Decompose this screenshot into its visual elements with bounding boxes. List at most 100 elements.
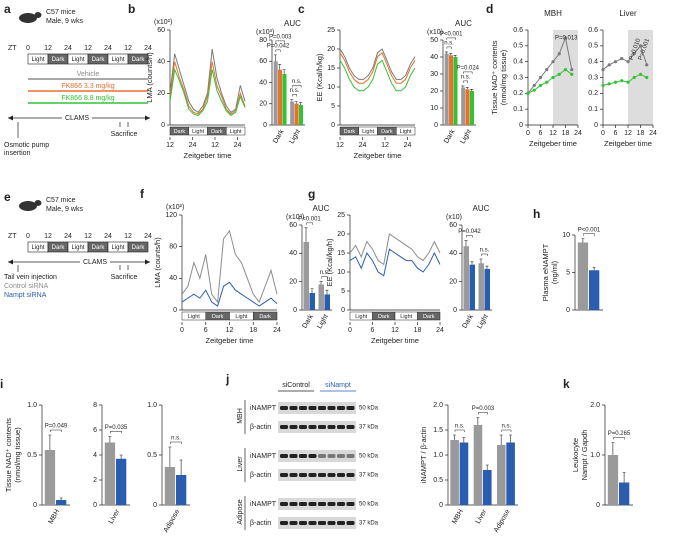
x-tick-label: 24: [404, 142, 412, 149]
phase-label: Dark: [92, 57, 106, 63]
x-tick-label: 0: [348, 327, 352, 334]
series-point: [526, 91, 530, 95]
series-point: [532, 83, 536, 88]
y-axis-label: (nmol/mg tissue): [13, 427, 22, 483]
x-tick-label: Adipose: [493, 508, 512, 533]
y-unit: (x10³): [286, 214, 304, 221]
error-bar: [294, 101, 298, 104]
series-point: [620, 79, 624, 83]
y-tick-label: 0: [341, 307, 345, 314]
size-label: 50 kDa: [359, 502, 379, 508]
p-value: P=0.024: [456, 65, 479, 71]
blot-band: [346, 425, 355, 429]
bar: [484, 268, 491, 310]
blot-band: [308, 473, 317, 477]
size-label: 37 kDa: [359, 473, 379, 479]
y-tick-label: 0: [93, 502, 97, 509]
blot-band: [308, 406, 317, 410]
x-tick-label: Light: [288, 128, 302, 145]
chart-title: AUC: [284, 19, 301, 28]
error-bar: [168, 446, 172, 467]
bracket: [463, 71, 473, 74]
y-tick-label: 10: [337, 269, 345, 276]
y-axis-label: EE (Kcal/kg/h): [325, 238, 334, 286]
bracket: [446, 37, 456, 40]
error-bar: [485, 464, 489, 470]
x-tick-label: Dark: [301, 313, 315, 330]
series-point: [638, 44, 643, 48]
phase-label: Dark: [381, 129, 393, 135]
x-tick-label: 18: [637, 130, 645, 137]
error-bar: [479, 258, 483, 264]
blot-band: [289, 425, 298, 429]
y-tick-label: 40: [259, 79, 267, 86]
y-tick-label: 2.0: [433, 402, 443, 409]
series-point: [545, 80, 549, 84]
series-point: [570, 67, 574, 72]
tissue-label: Adipose: [237, 499, 244, 524]
clams-label: CLAMS: [83, 259, 107, 266]
group-label: Vehicle: [77, 71, 100, 78]
series-point: [551, 75, 555, 80]
blot-band: [308, 454, 317, 458]
phase-label: Dark: [423, 314, 435, 320]
group-label: FK866 3.3 mg/kg: [61, 83, 114, 90]
hour-label: 24: [104, 45, 112, 52]
start-label: Tail vein injection: [4, 274, 57, 281]
series-point: [613, 60, 618, 64]
bracket: [170, 441, 182, 444]
hour-label: 24: [144, 233, 152, 240]
cohort-text: Male, 9 wks: [46, 206, 83, 213]
hour-label: 12: [44, 45, 52, 52]
group-label: FK866 8.8 mg/kg: [61, 95, 114, 102]
panel-letter: g: [308, 187, 315, 201]
lane-group: siControl: [282, 382, 310, 389]
y-tick-label: 0.4: [513, 59, 523, 66]
series-line: [349, 248, 441, 277]
phase-label: Light: [400, 314, 412, 320]
series-point: [626, 80, 630, 84]
bar: [453, 57, 458, 125]
p-value: P=0.013: [555, 36, 578, 42]
error-bar: [509, 434, 512, 443]
y-tick-label: 0.6: [588, 27, 598, 34]
start-label: Osmotic pump: [4, 142, 49, 149]
series-line: [169, 61, 246, 115]
phase-cell: [226, 126, 246, 136]
x-tick-label: 12: [336, 142, 344, 149]
bar: [324, 294, 331, 310]
blot-band: [346, 454, 355, 458]
y-tick-label: 0.3: [513, 74, 523, 81]
blot-band: [337, 473, 345, 477]
y-axis-label: Nampt / Gapdh: [580, 430, 589, 481]
chart-title: AUC: [313, 204, 330, 213]
chart-title: AUC: [473, 204, 490, 213]
row-label: β-actin: [250, 472, 271, 479]
row-label: β-actin: [250, 520, 271, 527]
arrow-head: [145, 115, 150, 121]
cohort-text: Male, 9 wks: [46, 18, 83, 25]
mouse-icon: [19, 13, 37, 23]
bar: [294, 103, 299, 125]
blot-band: [327, 425, 336, 429]
blot-strip: [278, 402, 356, 414]
error-bar: [581, 238, 585, 243]
bar: [116, 458, 127, 505]
phase-label: Dark: [52, 57, 66, 63]
phase-label: Light: [362, 129, 374, 135]
hour-label: 0: [26, 233, 30, 240]
y-unit: (x10²): [154, 19, 172, 26]
phase-label: Light: [355, 314, 367, 320]
p-value: n.s.: [171, 436, 181, 442]
phase-cell: [417, 311, 441, 321]
blot-band: [289, 502, 298, 506]
phase-label: Dark: [211, 129, 223, 135]
y-tick-label: 25: [327, 27, 335, 34]
y-tick-label: 20: [327, 46, 335, 53]
y-tick-label: 0.5: [27, 452, 37, 459]
y-tick-label: 15: [337, 250, 345, 257]
y-tick-label: 0.1: [588, 106, 598, 113]
bar: [619, 482, 630, 505]
bar: [318, 284, 325, 310]
error-bar: [476, 417, 480, 425]
